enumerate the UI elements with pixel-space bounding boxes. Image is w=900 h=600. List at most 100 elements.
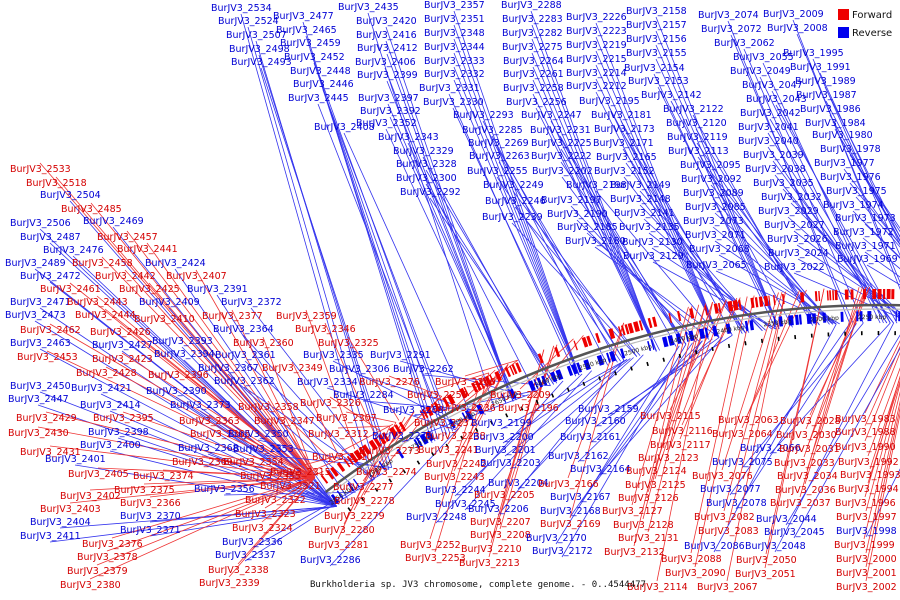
label-connector <box>386 80 514 402</box>
gene-label: BurJV3_2157 <box>626 20 687 31</box>
gene-label: BurJV3_2166 <box>538 479 599 490</box>
label-connector <box>407 142 536 393</box>
gene-feature <box>398 421 407 432</box>
label-connector <box>195 269 316 478</box>
label-connector <box>96 477 315 566</box>
gene-label: BurJV3_2322 <box>245 495 306 506</box>
gene-label: BurJV3_2406 <box>355 57 416 68</box>
marker-tick <box>490 420 494 425</box>
gene-label: BurJV3_2226 <box>566 12 627 23</box>
label-connector <box>709 170 830 325</box>
label-connector <box>747 289 807 415</box>
gene-feature <box>425 430 434 442</box>
label-connector <box>764 288 825 569</box>
gene-label: BurJV3_1998 <box>836 526 897 537</box>
label-connector <box>790 202 900 314</box>
label-connector <box>454 373 583 497</box>
label-connector <box>251 472 384 549</box>
gene-label: BurJV3_2378 <box>77 552 138 563</box>
gene-label: BurJV3_2250 <box>407 390 468 401</box>
gene-label: BurJV3_1994 <box>838 484 899 495</box>
marker-tick <box>416 460 421 465</box>
gene-label: BurJV3_2033 <box>774 458 835 469</box>
label-connector <box>119 325 316 479</box>
gene-feature <box>675 333 682 344</box>
gene-feature <box>859 311 863 322</box>
gene-label: BurJV3_2331 <box>419 83 480 94</box>
gene-label: BurJV3_1974 <box>823 200 884 211</box>
gene-label: BurJV3_2306 <box>329 364 390 375</box>
marker-tick <box>374 487 379 492</box>
gene-label: BurJV3_2154 <box>624 63 685 74</box>
gene-label: BurJV3_2067 <box>697 582 758 593</box>
gene-label: BurJV3_1999 <box>834 540 895 551</box>
gene-label: BurJV3_2219 <box>566 40 627 51</box>
gene-label: BurJV3_2493 <box>231 57 292 68</box>
gene-label: BurJV3_2041 <box>738 122 799 133</box>
gene-feature <box>358 447 367 458</box>
label-connector <box>317 103 448 435</box>
gene-label: BurJV3_2085 <box>685 202 746 213</box>
gene-label: BurJV3_2116 <box>652 426 713 437</box>
gene-label: BurJV3_2155 <box>626 48 687 59</box>
label-connector <box>866 264 900 286</box>
label-connector <box>595 91 720 338</box>
gene-label: BurJV3_2337 <box>215 550 276 561</box>
label-connector <box>337 425 391 540</box>
gene-label: BurJV3_2534 <box>211 3 272 14</box>
gene-label: BurJV3_2152 <box>594 166 655 177</box>
label-connector <box>341 423 394 452</box>
gene-feature <box>617 326 623 337</box>
gene-feature <box>704 305 708 316</box>
gene-label: BurJV3_2283 <box>502 14 563 25</box>
gene-label: BurJV3_2469 <box>83 216 144 227</box>
gene-label: BurJV3_2264 <box>503 56 564 67</box>
gene-label: BurJV3_1972 <box>833 227 894 238</box>
gene-label: BurJV3_2082 <box>694 512 755 523</box>
gene-label: BurJV3_2095 <box>680 160 741 171</box>
label-connector <box>219 427 315 479</box>
gene-label: BurJV3_2051 <box>735 569 796 580</box>
gene-label: BurJV3_2435 <box>338 2 399 13</box>
gene-feature <box>494 371 503 382</box>
gene-label: BurJV3_2075 <box>712 457 773 468</box>
gene-label: BurJV3_2333 <box>424 56 485 67</box>
gene-label: BurJV3_2463 <box>10 338 71 349</box>
gene-label: BurJV3_1990 <box>835 442 896 453</box>
label-connector <box>326 387 456 431</box>
gene-label: BurJV3_2043 <box>746 94 807 105</box>
gene-feature <box>867 311 872 322</box>
gene-label: BurJV3_2472 <box>20 271 81 282</box>
legend-reverse: Reverse <box>838 27 892 39</box>
label-connector <box>201 455 315 479</box>
label-connector <box>89 477 315 580</box>
label-connector <box>743 48 864 324</box>
label-connector <box>305 309 356 450</box>
gene-feature <box>583 359 592 371</box>
label-connector <box>599 336 723 476</box>
gene-label: BurJV3_2120 <box>666 118 727 129</box>
gene-label: BurJV3_2288 <box>501 0 562 11</box>
label-connector <box>774 322 894 553</box>
gene-feature <box>343 458 351 468</box>
gene-feature <box>834 289 838 301</box>
gene-label: BurJV3_2391 <box>187 284 248 295</box>
label-connector <box>291 361 341 460</box>
gene-label: BurJV3_2032 <box>761 192 822 203</box>
label-connector <box>329 427 459 567</box>
gene-label: BurJV3_2315 <box>270 467 331 478</box>
gene-label: BurJV3_2113 <box>668 146 729 157</box>
gene-label: BurJV3_2397 <box>358 93 419 104</box>
label-connector <box>387 103 517 401</box>
gene-feature <box>353 478 360 488</box>
label-connector <box>829 114 900 242</box>
gene-label: BurJV3_2427 <box>92 340 153 351</box>
gene-label: BurJV3_2324 <box>232 523 293 534</box>
gene-label: BurJV3_2142 <box>641 90 702 101</box>
label-connector <box>453 24 580 376</box>
gene-feature <box>725 323 732 335</box>
gene-label: BurJV3_2050 <box>736 555 797 566</box>
gene-feature <box>712 325 718 337</box>
chromosome-backbone <box>324 303 900 494</box>
